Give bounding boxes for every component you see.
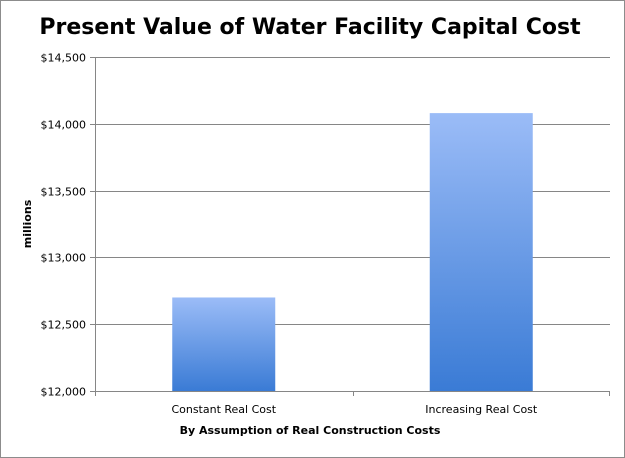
bars	[172, 113, 533, 391]
x-axis-title: By Assumption of Real Construction Costs	[180, 424, 441, 437]
y-axis-title: millions	[21, 199, 34, 248]
y-tick-label: $13,000	[41, 252, 87, 265]
y-tick-label: $12,500	[41, 319, 87, 332]
x-category-label: Increasing Real Cost	[425, 403, 538, 416]
y-axis-ticks: $12,000 $12,500 $13,000 $13,500 $14,000 $14,5…	[41, 52, 87, 399]
bar	[429, 113, 533, 391]
chart-title: Present Value of Water Facility Capital …	[39, 15, 581, 40]
y-tick-label: $14,000	[41, 119, 87, 132]
y-tick-label: $13,500	[41, 186, 87, 199]
y-tick-label: $14,500	[41, 52, 87, 65]
y-tick-label: $12,000	[41, 386, 87, 399]
bar	[172, 297, 276, 391]
x-axis-categories: Constant Real Cost Increasing Real Cost	[171, 391, 610, 416]
x-category-label: Constant Real Cost	[171, 403, 276, 416]
